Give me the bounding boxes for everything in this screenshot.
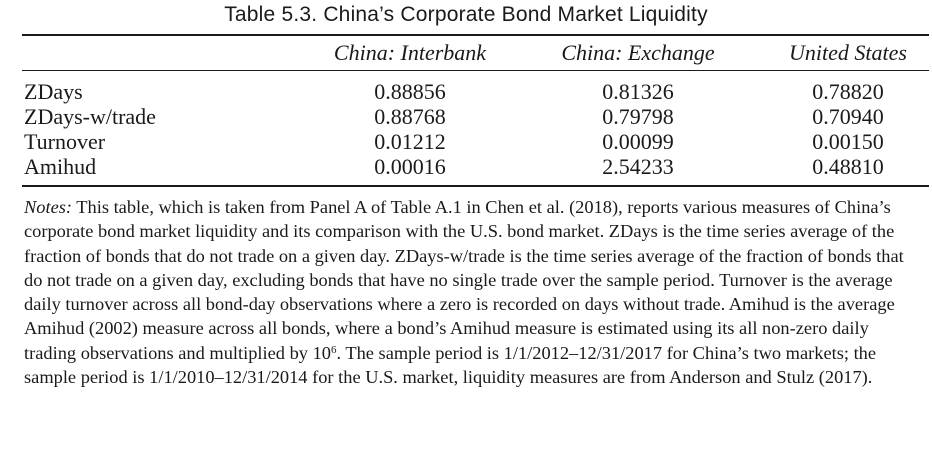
- notes-text-end: . The sample period is 1/1/2012–12/31/20…: [24, 342, 877, 388]
- table-cell: 2.54233: [602, 154, 674, 179]
- row-label: ZDays-w/trade: [24, 104, 156, 129]
- row-label: Amihud: [24, 154, 97, 179]
- notes-lead: Notes:: [24, 197, 73, 217]
- table-row: ZDays 0.88856 0.81326 0.78820: [0, 79, 932, 105]
- table-notes: Notes: This table, which is taken from P…: [24, 195, 924, 389]
- column-header-united-states: United States: [789, 40, 907, 65]
- table-cell: 0.70940: [812, 104, 884, 129]
- notes-text: This table, which is taken from Panel A …: [24, 197, 904, 363]
- table-cell: 0.79798: [602, 104, 674, 129]
- table-row: ZDays-w/trade 0.88768 0.79798 0.70940: [0, 104, 932, 130]
- table-cell: 0.88856: [374, 79, 446, 104]
- top-rule: [22, 34, 929, 36]
- table-row: Amihud 0.00016 2.54233 0.48810: [0, 154, 932, 180]
- bottom-rule: [22, 185, 929, 187]
- table-cell: 0.00099: [602, 129, 674, 154]
- header-rule: [22, 70, 929, 71]
- column-header-china-interbank: China: Interbank: [333, 40, 487, 65]
- column-header-china-exchange: China: Exchange: [561, 40, 715, 65]
- table-cell: 0.81326: [602, 79, 674, 104]
- table-cell: 0.01212: [374, 129, 446, 154]
- table-cell: 0.00016: [374, 154, 446, 179]
- table-cell: 0.00150: [812, 129, 884, 154]
- table-title: Table 5.3. China’s Corporate Bond Market…: [224, 3, 708, 26]
- row-label: ZDays: [24, 79, 83, 104]
- table-cell: 0.78820: [812, 79, 884, 104]
- row-label: Turnover: [24, 129, 106, 154]
- table-row: Turnover 0.01212 0.00099 0.00150: [0, 129, 932, 155]
- notes-superscript: 6: [330, 343, 337, 356]
- table-cell: 0.88768: [374, 104, 446, 129]
- table-cell: 0.48810: [812, 154, 884, 179]
